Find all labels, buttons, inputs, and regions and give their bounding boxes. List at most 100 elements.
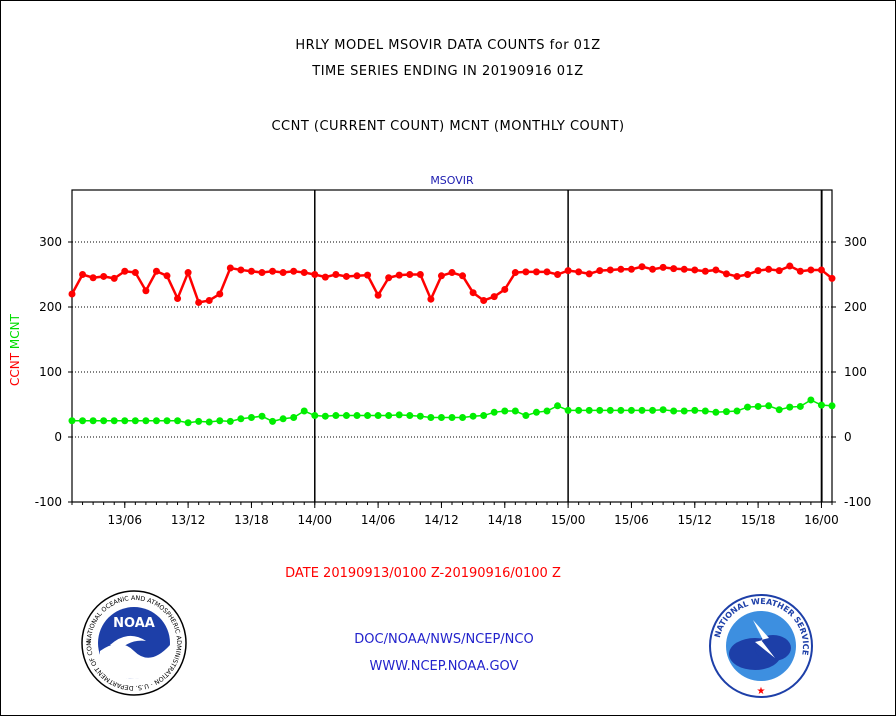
- mcnt-point: [195, 417, 203, 425]
- y-axis-label: CCNT MCNT: [8, 313, 22, 386]
- mcnt-point: [627, 406, 635, 414]
- mcnt-point: [828, 402, 836, 410]
- ccnt-point: [722, 270, 730, 278]
- mcnt-point: [163, 417, 171, 425]
- mcnt-point: [543, 407, 551, 415]
- x-tick-label: 15/12: [677, 513, 712, 527]
- noaa-logo-text: NOAA: [113, 616, 155, 631]
- ccnt-point: [195, 298, 203, 306]
- ccnt-point: [205, 297, 213, 304]
- mcnt-point: [427, 414, 435, 421]
- mcnt-point: [817, 401, 825, 409]
- ccnt-point: [364, 271, 372, 279]
- chart-title-line-3: CCNT (CURRENT COUNT) MCNT (MONTHLY COUNT…: [271, 119, 625, 134]
- mcnt-point: [279, 415, 287, 423]
- mcnt-point: [744, 403, 752, 411]
- x-tick-label: 14/06: [361, 513, 396, 527]
- ccnt-point: [226, 264, 234, 272]
- mcnt-point: [79, 417, 87, 425]
- ccnt-point: [427, 295, 435, 303]
- ccnt-point: [332, 271, 340, 278]
- ccnt-point: [744, 271, 752, 278]
- ccnt-point: [184, 269, 192, 277]
- ccnt-point: [237, 266, 245, 274]
- mcnt-point: [184, 419, 192, 427]
- ccnt-point: [575, 268, 583, 276]
- ccnt-point: [311, 271, 319, 278]
- mcnt-point: [269, 417, 277, 425]
- ccnt-point: [585, 270, 593, 278]
- mcnt-point: [121, 417, 129, 425]
- ccnt-point: [649, 265, 657, 273]
- mcnt-point: [670, 407, 678, 415]
- mcnt-point: [68, 417, 76, 425]
- ccnt-point: [522, 268, 530, 276]
- mcnt-point: [459, 414, 467, 421]
- mcnt-point: [722, 408, 730, 416]
- mcnt-point: [775, 406, 783, 414]
- ccnt-point: [279, 269, 287, 277]
- ccnt-point: [596, 267, 604, 275]
- chart-title-line-2: TIME SERIES ENDING IN 20190916 01Z: [312, 64, 584, 79]
- gridlines: [72, 241, 832, 438]
- ccnt-point: [406, 271, 414, 278]
- ccnt-point: [416, 271, 424, 278]
- ccnt-point: [247, 267, 255, 275]
- ccnt-point: [353, 272, 361, 280]
- ccnt-point: [110, 274, 118, 282]
- ccnt-point: [269, 267, 277, 275]
- mcnt-point: [575, 406, 583, 414]
- y-axis-label-part: MCNT: [8, 313, 22, 353]
- x-tick-label: 15/00: [551, 513, 586, 527]
- x-tick-label: 13/12: [171, 513, 206, 527]
- mcnt-point: [638, 406, 646, 414]
- mcnt-point: [522, 412, 530, 420]
- ccnt-point: [321, 273, 329, 281]
- mcnt-point: [691, 406, 699, 414]
- y-tick-label-right: -100: [844, 495, 871, 509]
- ccnt-point: [459, 272, 467, 280]
- noaa-logo: NOAA NATIONAL OCEANIC AND ATMOSPHERIC AD…: [80, 589, 187, 696]
- ccnt-point: [828, 274, 836, 282]
- mcnt-point: [532, 408, 540, 416]
- ccnt-point: [754, 267, 762, 275]
- mcnt-point: [342, 412, 350, 420]
- date-range-label: DATE 20190913/0100 Z-20190916/0100 Z: [285, 566, 561, 581]
- mcnt-point: [786, 403, 794, 411]
- ccnt-point: [554, 271, 562, 278]
- ccnt-point: [543, 268, 551, 276]
- axes: MSOVIR -100 -100 0 0 100 100 200 200 300 300 13/06 1…: [8, 174, 871, 527]
- ccnt-point: [691, 266, 699, 274]
- ccnt-point: [775, 267, 783, 275]
- mcnt-point: [511, 407, 519, 415]
- ccnt-point: [121, 267, 129, 275]
- ccnt-point: [627, 265, 635, 273]
- ccnt-point: [448, 269, 456, 277]
- ccnt-point: [501, 285, 509, 293]
- mcnt-point: [564, 406, 572, 414]
- mcnt-point: [332, 412, 340, 420]
- mcnt-point: [448, 414, 456, 421]
- ccnt-point: [342, 272, 350, 280]
- ccnt-point: [216, 290, 224, 298]
- mcnt-point: [469, 412, 477, 420]
- mcnt-point: [416, 412, 424, 420]
- ccnt-point: [817, 266, 825, 274]
- mcnt-point: [406, 412, 414, 420]
- ccnt-point: [617, 265, 625, 273]
- mcnt-point: [321, 412, 329, 420]
- mcnt-point: [480, 412, 488, 420]
- star-icon: ★: [757, 686, 766, 697]
- ccnt-point: [174, 295, 182, 303]
- mcnt-point: [395, 411, 403, 419]
- mcnt-point: [733, 407, 741, 415]
- mcnt-point: [501, 407, 509, 415]
- website-link[interactable]: WWW.NCEP.NOAA.GOV: [369, 659, 519, 674]
- mcnt-point: [300, 407, 308, 415]
- mcnt-point: [216, 417, 224, 425]
- ccnt-point: [480, 297, 488, 304]
- ccnt-point: [385, 274, 393, 282]
- mcnt-point: [754, 402, 762, 410]
- org-credit: DOC/NOAA/NWS/NCEP/NCO: [354, 632, 534, 647]
- ccnt-point: [395, 271, 403, 279]
